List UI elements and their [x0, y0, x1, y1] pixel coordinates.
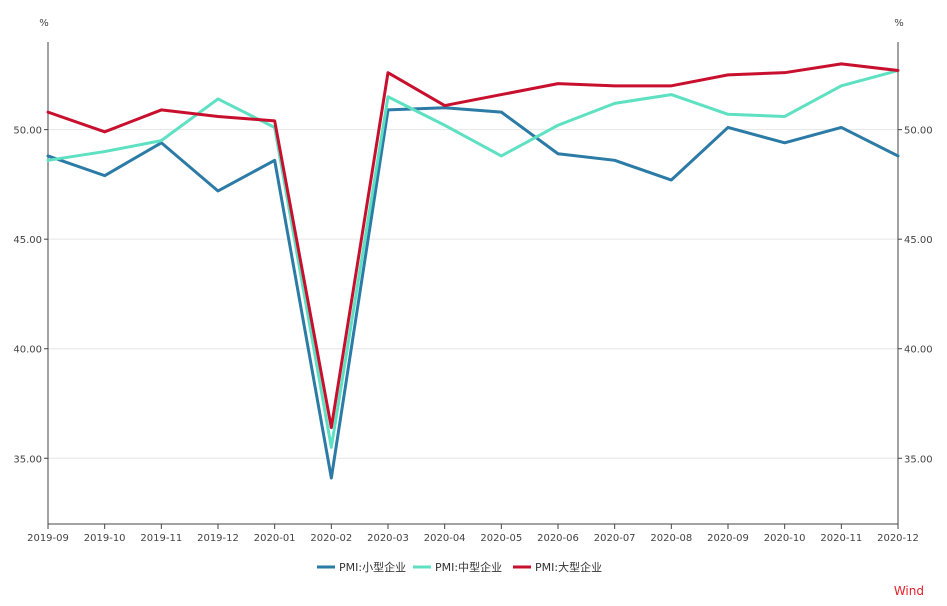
- x-tick-label: 2020-08: [650, 533, 692, 544]
- x-tick-label: 2020-09: [707, 533, 749, 544]
- y-tick-label-left: 40.00: [13, 345, 42, 356]
- x-tick-label: 2020-12: [877, 533, 919, 544]
- y-tick-label-left: 50.00: [13, 126, 42, 137]
- y-tick-label-right: 40.00: [904, 345, 933, 356]
- x-tick-label: 2020-07: [594, 533, 636, 544]
- x-tick-label: 2020-03: [367, 533, 409, 544]
- x-tick-label: 2020-04: [424, 533, 466, 544]
- x-tick-label: 2019-11: [140, 533, 182, 544]
- series-line-1: [46, 106, 900, 480]
- y-tick-label-right: 50.00: [904, 126, 933, 137]
- y-tick-label-right: 45.00: [904, 235, 933, 246]
- y-ticks: 35.00 35.00 40.00 40.00 45.00 45.00 50.00 50.00: [13, 126, 932, 466]
- x-tick-label: 2020-11: [820, 533, 862, 544]
- legend-label: PMI:大型企业: [535, 560, 602, 574]
- x-tick-label: 2020-02: [310, 533, 352, 544]
- y-tick-label-right: 35.00: [904, 454, 933, 465]
- x-tick-label: 2020-10: [764, 533, 806, 544]
- y-tick-label-left: 35.00: [13, 454, 42, 465]
- legend: PMI:小型企业 PMI:中型企业 PMI:大型企业: [317, 560, 602, 574]
- x-tick-label: 2019-12: [197, 533, 239, 544]
- axes: % %: [39, 18, 904, 525]
- x-ticks: 2019-09 2019-10 2019-11 2019-12 2020-01 2020-…: [27, 524, 919, 544]
- x-tick-label: 2020-06: [537, 533, 579, 544]
- x-tick-label: 2020-05: [480, 533, 522, 544]
- series-line-2: [46, 68, 900, 449]
- y-axis-left-unit: %: [39, 18, 49, 29]
- x-tick-label: 2020-01: [254, 533, 296, 544]
- y-axis-right-unit: %: [894, 18, 904, 29]
- source-label: Wind: [894, 584, 924, 598]
- legend-label: PMI:小型企业: [339, 560, 406, 574]
- series-lines: [46, 62, 900, 480]
- series-line-3: [46, 62, 900, 430]
- legend-label: PMI:中型企业: [435, 560, 502, 574]
- gridlines: [48, 129, 898, 459]
- x-tick-label: 2019-10: [84, 533, 126, 544]
- y-tick-label-left: 45.00: [13, 235, 42, 246]
- x-tick-label: 2019-09: [27, 533, 69, 544]
